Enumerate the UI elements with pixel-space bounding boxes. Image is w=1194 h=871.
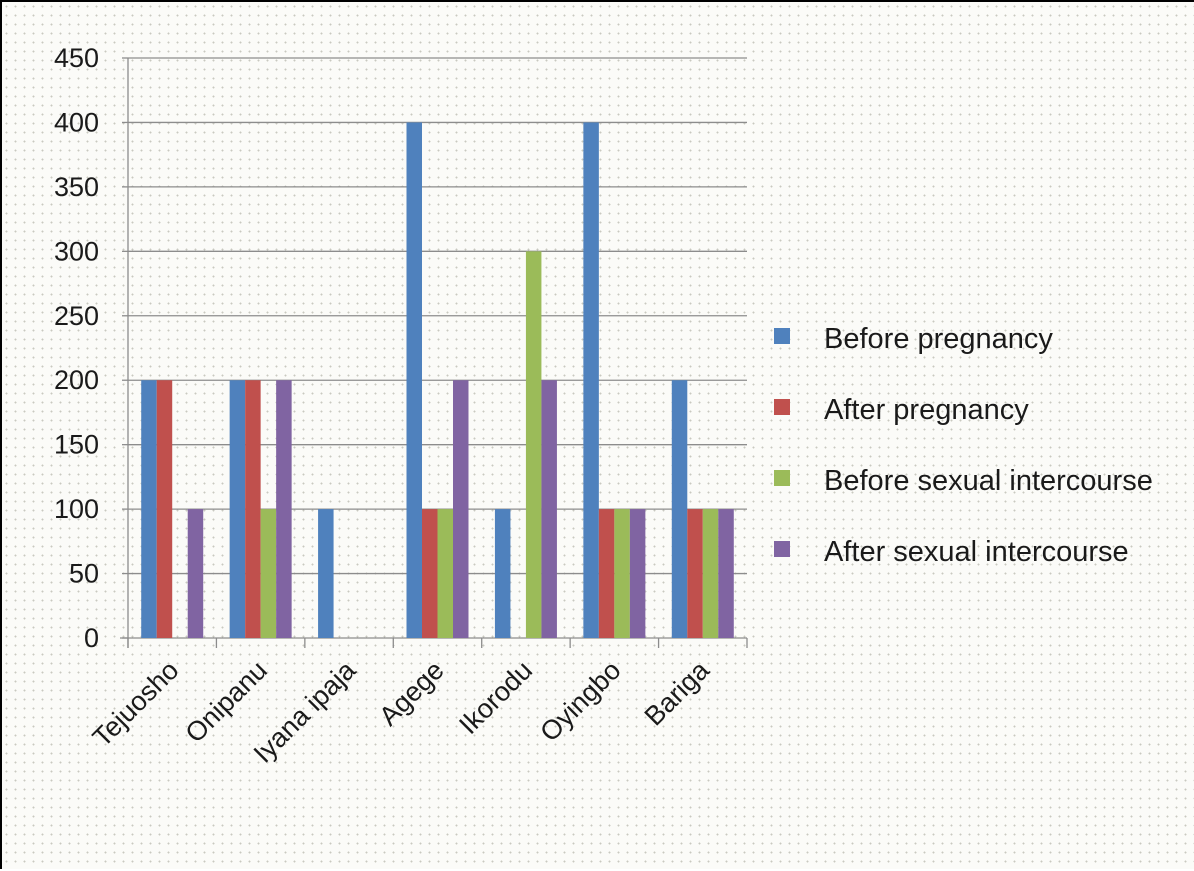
bar-ikorodu-after-sexual-intercourse xyxy=(541,380,557,638)
legend-label: After sexual intercourse xyxy=(824,536,1129,568)
bar-bariga-after-pregnancy xyxy=(687,509,703,638)
bar-onipanu-after-pregnancy xyxy=(245,380,261,638)
y-tick-label: 100 xyxy=(54,494,99,524)
bar-onipanu-after-sexual-intercourse xyxy=(276,380,292,638)
legend-swatch xyxy=(774,399,790,415)
bar-tejuosho-after-sexual-intercourse xyxy=(187,509,204,638)
legend-swatch xyxy=(774,541,790,557)
y-tick-label: 300 xyxy=(54,236,99,266)
y-tick-label: 450 xyxy=(54,43,99,73)
x-category-label: Tejuosho xyxy=(87,655,185,753)
bar-oyingbo-after-sexual-intercourse xyxy=(629,509,646,638)
bar-agege-before-pregnancy xyxy=(406,122,422,638)
bar-agege-after-sexual-intercourse xyxy=(453,380,469,638)
x-category-label: Bariga xyxy=(639,654,716,731)
x-category-label: Oyingbo xyxy=(534,655,626,747)
bar-agege-after-pregnancy xyxy=(422,509,438,638)
bar-ikorodu-before-pregnancy xyxy=(494,509,511,638)
bar-oyingbo-before-pregnancy xyxy=(583,122,599,638)
legend-label: Before sexual intercourse xyxy=(824,465,1153,497)
y-tick-label: 150 xyxy=(54,430,99,460)
bar-oyingbo-after-pregnancy xyxy=(598,509,615,638)
bar-tejuosho-before-pregnancy xyxy=(141,380,157,638)
bar-tejuosho-after-pregnancy xyxy=(156,380,173,638)
bar-iyana-ipaja-before-pregnancy xyxy=(318,509,334,638)
bar-bariga-before-sexual-intercourse xyxy=(702,509,719,638)
y-tick-label: 50 xyxy=(69,559,99,589)
bar-onipanu-before-pregnancy xyxy=(229,380,246,638)
bar-onipanu-before-sexual-intercourse xyxy=(260,509,277,638)
y-tick-label: 350 xyxy=(54,172,99,202)
y-tick-label: 250 xyxy=(54,301,99,331)
x-category-label: Onipanu xyxy=(179,655,272,748)
x-category-label: Ikorodu xyxy=(453,655,538,740)
bar-agege-before-sexual-intercourse xyxy=(437,509,453,638)
y-tick-label: 200 xyxy=(54,365,99,395)
legend-swatch xyxy=(774,328,790,344)
bar-bariga-after-sexual-intercourse xyxy=(718,509,734,638)
legend-label: Before pregnancy xyxy=(824,323,1053,355)
legend-swatch xyxy=(774,470,790,486)
legend-label: After pregnancy xyxy=(824,394,1029,426)
bar-bariga-before-pregnancy xyxy=(671,380,688,638)
y-tick-label: 0 xyxy=(84,623,99,653)
x-category-label: Agege xyxy=(373,655,449,731)
bar-ikorodu-before-sexual-intercourse xyxy=(525,251,542,639)
y-tick-label: 400 xyxy=(54,107,99,137)
bar-oyingbo-before-sexual-intercourse xyxy=(614,509,630,638)
